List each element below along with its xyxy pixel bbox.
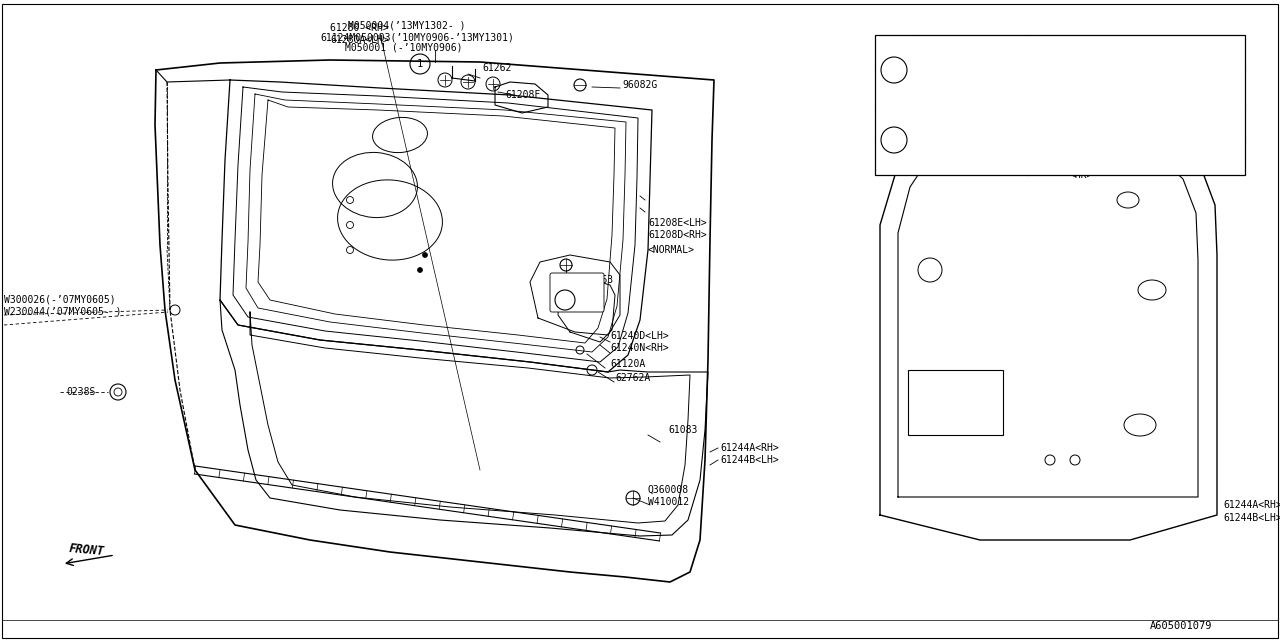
Text: <HK>: <HK>	[1070, 170, 1093, 180]
Text: 61208F: 61208F	[506, 90, 540, 100]
Text: 96082G: 96082G	[622, 80, 657, 90]
Text: ( -’09MY0902): ( -’09MY0902)	[1034, 118, 1115, 127]
Text: FRONT: FRONT	[68, 542, 105, 558]
Circle shape	[422, 253, 428, 257]
Text: 61240N<RH>: 61240N<RH>	[611, 343, 668, 353]
FancyBboxPatch shape	[550, 273, 604, 312]
Text: 61244A<RH>: 61244A<RH>	[719, 443, 778, 453]
Text: W130063: W130063	[572, 275, 613, 285]
Text: W230044: W230044	[919, 47, 963, 58]
Bar	[876, 35, 1245, 175]
Text: M050001 (-’10MY0906): M050001 (-’10MY0906)	[346, 43, 462, 53]
Text: 62762A: 62762A	[614, 373, 650, 383]
Text: M050004(’13MY1302- ): M050004(’13MY1302- )	[348, 21, 466, 31]
Circle shape	[417, 268, 422, 273]
Text: M120145: M120145	[919, 152, 963, 163]
Text: 61240D<LH>: 61240D<LH>	[611, 331, 668, 341]
Text: 1: 1	[417, 59, 424, 69]
Text: (’06MY0504- ): (’06MY0504- )	[1034, 83, 1115, 93]
Text: W410012: W410012	[648, 497, 689, 507]
Text: A605001079: A605001079	[1149, 621, 1212, 631]
Text: Q586001: Q586001	[919, 118, 963, 127]
Text: <NORMAL>: <NORMAL>	[648, 245, 695, 255]
Bar	[908, 370, 1004, 435]
Text: 61280 <RH>: 61280 <RH>	[330, 23, 389, 33]
Text: 2: 2	[891, 134, 897, 147]
Text: 61083: 61083	[668, 425, 698, 435]
Text: W300026(-’07MY0605): W300026(-’07MY0605)	[4, 295, 115, 305]
Text: 61244A<RH>: 61244A<RH>	[1222, 500, 1280, 510]
Text: 61208E<LH>: 61208E<LH>	[648, 218, 707, 228]
Text: Q360008: Q360008	[648, 485, 689, 495]
Text: 61262: 61262	[483, 63, 512, 73]
Text: (’09MY0902- ): (’09MY0902- )	[1034, 152, 1115, 163]
Text: 61208D<RH>: 61208D<RH>	[648, 230, 707, 240]
Text: W230044(’07MY0605- ): W230044(’07MY0605- )	[4, 307, 122, 317]
Text: 61120A: 61120A	[611, 359, 645, 369]
Text: 1: 1	[891, 63, 897, 77]
Text: 61244B<LH>: 61244B<LH>	[1222, 513, 1280, 523]
Text: 61280A<LH>: 61280A<LH>	[330, 35, 389, 45]
Text: 0238S: 0238S	[67, 387, 96, 397]
Text: 61124M050003(’10MY0906-’13MY1301): 61124M050003(’10MY0906-’13MY1301)	[320, 32, 513, 42]
Text: 2: 2	[562, 295, 568, 305]
Text: 61244B<LH>: 61244B<LH>	[719, 455, 778, 465]
Text: ( -’06MY0503): ( -’06MY0503)	[1034, 47, 1115, 58]
Text: 63216: 63216	[919, 83, 950, 93]
